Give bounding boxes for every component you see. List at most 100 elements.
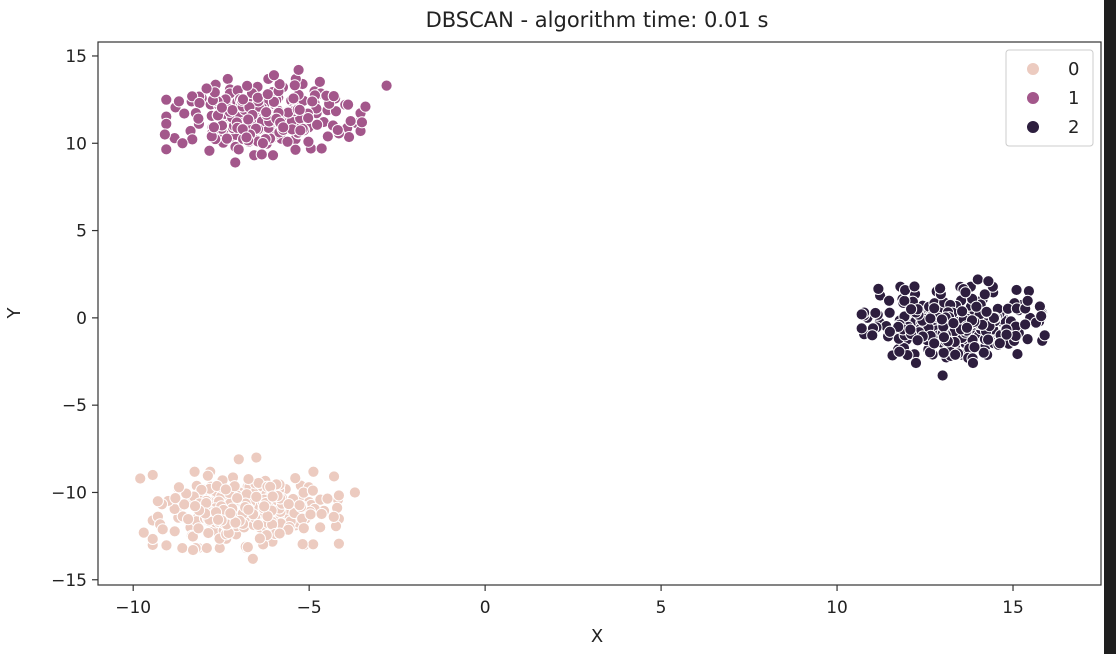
scatter-point (169, 492, 182, 505)
scatter-point (359, 100, 372, 113)
scatter-point (176, 541, 189, 555)
scatter-point (296, 538, 309, 551)
scatter-point (156, 523, 169, 536)
scatter-point (242, 113, 255, 126)
scatter-point (232, 143, 245, 156)
scatter-point (289, 472, 302, 485)
scatter-point (200, 541, 213, 555)
scatter-point (342, 98, 355, 111)
scatter-point (306, 95, 319, 108)
scatter-point (971, 273, 984, 286)
scatter-point (186, 530, 199, 543)
scatter-point (855, 308, 868, 321)
scatter-point (936, 369, 949, 382)
scatter-point (215, 101, 229, 114)
scatter-point (224, 507, 237, 520)
scatter-point (313, 75, 326, 88)
y-tick-label: 10 (65, 134, 87, 154)
scatter-point (1038, 329, 1051, 342)
scatter-point (904, 323, 917, 336)
scatter-point (241, 79, 254, 92)
scatter-point (195, 483, 208, 496)
scatter-point (151, 495, 164, 508)
scatter-point (281, 135, 294, 148)
scatter-point (192, 112, 205, 125)
scatter-point (937, 331, 951, 344)
scatter-point (304, 508, 317, 521)
scatter-point (294, 124, 307, 137)
x-tick-label: 0 (480, 598, 491, 618)
series-0 (134, 451, 362, 565)
axes-layer: −10 −5 0 5 10 15 −15 −10 −5 0 5 10 15 (51, 47, 1024, 618)
scatter-point (866, 329, 879, 342)
y-tick-label: −10 (51, 483, 87, 503)
scatter-point (186, 543, 200, 557)
scatter-point (229, 156, 242, 169)
y-tick-label: 5 (76, 222, 87, 242)
scatter-point (928, 302, 941, 315)
scatter-point (307, 538, 320, 551)
x-tick-label: 15 (1002, 598, 1024, 618)
scatter-point (266, 490, 279, 503)
scatter-point (311, 118, 324, 131)
scatter-point (242, 503, 255, 516)
scatter-point (966, 356, 980, 370)
scatter-point (321, 492, 334, 505)
y-tick-label: −5 (62, 396, 87, 416)
scatter-point (928, 337, 941, 350)
scatter-point (306, 484, 319, 497)
scatter-point (134, 472, 147, 485)
scatter-point (1000, 328, 1013, 341)
scatter-point (273, 527, 286, 540)
scatter-point (937, 346, 950, 359)
scatter-point (182, 513, 195, 526)
scatter-point (869, 306, 882, 320)
scatter-point (380, 79, 393, 92)
scatter-point (146, 468, 159, 482)
x-tick-label: 10 (826, 598, 848, 618)
scatter-point (344, 114, 357, 128)
scatter-point (219, 483, 232, 496)
scatter-point (1021, 333, 1034, 346)
scatter-point (282, 497, 295, 511)
scatter-point (355, 116, 369, 129)
scatter-point (934, 282, 947, 295)
scatter-point (288, 79, 301, 92)
legend-label: 1 (1068, 88, 1079, 109)
scatter-point (297, 522, 310, 535)
scatter-point (332, 489, 345, 502)
scatter-point (146, 532, 159, 546)
scatter-point (255, 148, 268, 161)
scatter-point (192, 522, 205, 535)
scatter-point (160, 143, 173, 156)
scatter-point (909, 356, 923, 370)
scatter-point (172, 481, 186, 494)
scatter-point (203, 144, 216, 157)
scatter-point (908, 280, 921, 293)
y-tick-label: −15 (51, 571, 87, 591)
scatter-point (949, 348, 962, 361)
scatter-point (137, 526, 150, 539)
scatter-point (241, 541, 254, 554)
scatter-point (251, 518, 265, 532)
scatter-point (924, 312, 937, 325)
plot-frame (97, 41, 1102, 586)
scatter-point (267, 69, 281, 82)
scatter-point (160, 539, 173, 552)
legend: 0 1 2 (1005, 49, 1094, 147)
scatter-point (348, 486, 362, 499)
scatter-point (960, 321, 974, 334)
x-tick-label: −5 (297, 598, 322, 618)
scatter-point (968, 341, 981, 354)
scatter-point (315, 507, 328, 521)
scatter-point (872, 282, 885, 295)
scatter-point (231, 491, 244, 505)
scatter-point (904, 303, 918, 316)
scatter-point (883, 325, 896, 338)
scatter-point (302, 135, 315, 148)
scatter-point (329, 105, 343, 118)
legend-label: 2 (1068, 117, 1079, 138)
scatter-point (256, 137, 270, 150)
